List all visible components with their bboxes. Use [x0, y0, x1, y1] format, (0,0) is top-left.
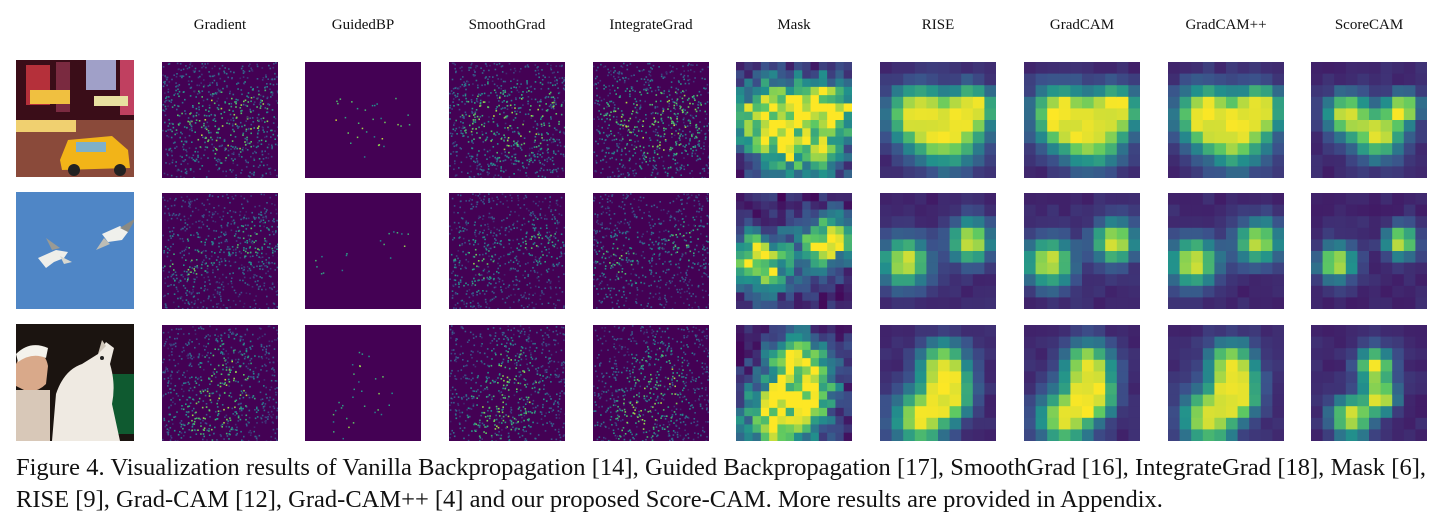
saliency-map-tile: [880, 193, 996, 309]
saliency-map-tile: [162, 325, 278, 441]
column-label: GradCAM: [1049, 17, 1115, 33]
input-image-row-2: [16, 192, 134, 309]
saliency-map-tile: [736, 193, 852, 309]
saliency-map-tile: [736, 325, 852, 441]
saliency-map-tile: [593, 325, 709, 441]
saliency-map-tile: [1168, 193, 1284, 309]
saliency-map-tile: [449, 62, 565, 178]
column-label: ScoreCAM: [1334, 17, 1404, 33]
saliency-map-tile: [162, 193, 278, 309]
saliency-map-tile: [1024, 325, 1140, 441]
saliency-map-tile: [593, 193, 709, 309]
saliency-map-tile: [880, 325, 996, 441]
saliency-map-tile: [305, 62, 421, 178]
figure-caption: Figure 4. Visualization results of Vanil…: [16, 454, 1426, 513]
saliency-map-tile: [1311, 325, 1427, 441]
saliency-map-tile: [449, 193, 565, 309]
column-label: Gradient: [193, 17, 247, 33]
saliency-map-tile: [305, 193, 421, 309]
column-label: GuidedBP: [331, 17, 395, 33]
saliency-map-tile: [1168, 325, 1284, 441]
column-label: GradCAM++: [1185, 17, 1267, 33]
saliency-map-tile: [880, 62, 996, 178]
saliency-map-tile: [449, 325, 565, 441]
saliency-map-tile: [1311, 193, 1427, 309]
column-label: RISE: [921, 17, 955, 33]
saliency-map-tile: [736, 62, 852, 178]
saliency-map-tile: [593, 62, 709, 178]
input-image-row-1: [16, 60, 134, 177]
column-label: IntegrateGrad: [609, 17, 693, 33]
saliency-map-tile: [1024, 193, 1140, 309]
saliency-map-tile: [1311, 62, 1427, 178]
saliency-map-tile: [1168, 62, 1284, 178]
column-label: SmoothGrad: [468, 17, 546, 33]
column-label: Mask: [777, 17, 811, 33]
saliency-map-tile: [162, 62, 278, 178]
input-image-row-3: [16, 324, 134, 441]
saliency-map-tile: [305, 325, 421, 441]
saliency-map-tile: [1024, 62, 1140, 178]
